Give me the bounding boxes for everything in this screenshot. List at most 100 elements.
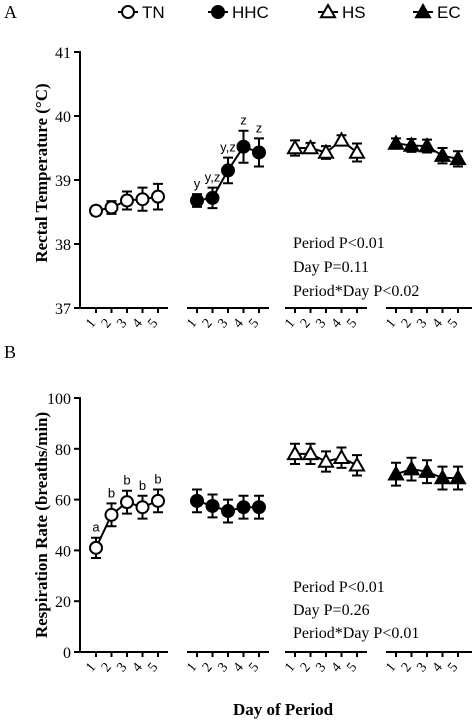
- panel-b-x-tick-label: 5: [246, 660, 262, 675]
- panel-b-x-tick-label: 5: [145, 660, 161, 675]
- panel-a-significance-label: y: [194, 176, 201, 191]
- panel-b-point-hs: [348, 456, 366, 472]
- legend-label-ec: EC: [437, 3, 461, 22]
- panel-b-x-tick-label: 2: [298, 660, 314, 675]
- legend-marker-hs: [319, 2, 337, 19]
- panel-a-stat-interaction: Period*Day P<0.02: [293, 283, 419, 300]
- panel-b-significance-label: a: [92, 520, 100, 535]
- panel-a-significance-label: z: [256, 120, 263, 135]
- panel-b-y-axis-title: Respiration Rate (breaths/min): [32, 412, 51, 638]
- panel-a-point-hhc: [236, 139, 251, 154]
- panel-a-point-tn: [151, 189, 165, 204]
- panel-a-x-tick-label: 5: [246, 316, 262, 331]
- panel-a-point-ec: [418, 137, 436, 153]
- panel-b-significance-label: b: [139, 478, 146, 493]
- panel-a-point-tn: [89, 203, 103, 218]
- panel-b-x-tick-label: 4: [231, 660, 247, 675]
- panel-b-point-hs: [332, 448, 351, 464]
- panel-b-point-hhc: [205, 498, 220, 513]
- panel-b-x-tick-label: 4: [329, 660, 345, 675]
- panel-b-x-tick-label: 1: [383, 660, 399, 675]
- panel-a-x-tick-label: 3: [313, 316, 329, 331]
- legend-label-hhc: HHC: [232, 3, 269, 22]
- panel-a-point-hs: [317, 143, 335, 159]
- panel-b-y-tick-label: 100: [47, 391, 71, 408]
- panel-b-point-ec: [449, 468, 467, 485]
- x-axis-title: Day of Period: [233, 700, 334, 719]
- panel-a-label: A: [4, 2, 17, 22]
- panel-b-x-tick-label: 2: [399, 660, 415, 675]
- panel-a-y-tick-label: 38: [55, 237, 71, 254]
- panel-a-x-tick-label: 2: [399, 316, 415, 331]
- panel-b-point-ec: [433, 468, 452, 485]
- panel-b-significance-label: b: [123, 473, 130, 488]
- legend: TN HHC HS EC: [118, 2, 461, 22]
- panel-a-x-tick-label: 2: [298, 316, 314, 331]
- panel-a-y-tick-label: 40: [55, 109, 71, 126]
- panel-a-x-tick-label: 3: [114, 316, 130, 331]
- panel-a-point-ec: [387, 134, 405, 150]
- panel-b-x-tick-label: 2: [200, 660, 216, 675]
- panel-a-x-tick-label: 5: [145, 316, 161, 331]
- panel-a-point-tn: [120, 193, 134, 208]
- panel-b-point-ec: [402, 460, 421, 476]
- panel-b-y-tick-label: 20: [55, 594, 71, 611]
- panel-a-point-hs: [348, 143, 366, 159]
- panel-a-significance-label: y,z: [205, 170, 221, 185]
- panel-b-x-tick-label: 4: [130, 660, 146, 675]
- panel-a-y-tick-label: 37: [55, 301, 71, 318]
- panel-b-point-ec: [418, 462, 436, 478]
- panel-b-point-hhc: [252, 500, 266, 515]
- panel-a-x-tick-label: 5: [344, 316, 360, 331]
- panel-b-point-tn: [89, 540, 103, 555]
- panel-a-x-tick-label: 4: [329, 316, 345, 331]
- panel-b-y-tick-label: 0: [63, 645, 71, 662]
- panel-a-y-tick-label: 41: [55, 45, 71, 62]
- legend-marker-ec: [414, 2, 432, 19]
- panel-b-point-hhc: [236, 500, 251, 515]
- panel-b: B Respiration Rate (breaths/min) 0 20 40 60…: [4, 342, 472, 675]
- panel-b-point-tn: [120, 495, 134, 510]
- panel-b-y-tick-label: 80: [55, 442, 71, 459]
- panel-a-point-hs: [332, 131, 351, 147]
- panel-a-point-hhc: [252, 145, 266, 160]
- panel-a-x-tick-label: 1: [83, 316, 99, 331]
- panel-a-stat-day: Day P=0.11: [293, 259, 369, 276]
- panel-a-point-tn: [104, 200, 119, 215]
- panel-b-point-hhc: [221, 504, 235, 519]
- panel-a-x-tick-label: 4: [430, 316, 446, 331]
- panel-b-x-tick-label: 3: [114, 660, 130, 675]
- panel-b-stat-day: Day P=0.26: [293, 602, 370, 619]
- panel-b-stat-period: Period P<0.01: [293, 579, 385, 596]
- panel-b-x-tick-label: 5: [445, 660, 461, 675]
- panel-b-x-tick-label: 3: [414, 660, 430, 675]
- panel-b-point-tn: [151, 493, 165, 508]
- panel-b-x-tick-label: 3: [215, 660, 231, 675]
- legend-marker-tn: [121, 5, 135, 19]
- panel-a-stat-period: Period P<0.01: [293, 235, 385, 252]
- panel-a-x-tick-label: 1: [282, 316, 298, 331]
- panel-b-significance-label: b: [108, 485, 115, 500]
- panel-b-significance-label: b: [154, 471, 161, 486]
- legend-label-tn: TN: [142, 3, 165, 22]
- panel-b-point-hs: [301, 444, 320, 461]
- panel-b-y-tick-label: 60: [55, 493, 71, 510]
- panel-a-x-tick-label: 3: [215, 316, 231, 331]
- panel-a-x-tick-label: 5: [445, 316, 461, 331]
- panel-b-x-tick-label: 1: [83, 660, 99, 675]
- panel-a-point-hhc: [190, 193, 204, 208]
- panel-a-point-tn: [135, 192, 150, 207]
- panel-b-x-tick-label: 1: [282, 660, 298, 675]
- panel-a-point-ec: [449, 149, 467, 166]
- panel-a-point-hs: [286, 138, 304, 155]
- panel-a-point-ec: [433, 146, 452, 162]
- panel-b-point-ec: [387, 465, 405, 481]
- panel-a-point-ec: [402, 136, 421, 152]
- panel-b-point-tn: [104, 507, 119, 522]
- panel-b-point-hs: [317, 452, 335, 468]
- panel-a-x-tick-label: 2: [200, 316, 216, 331]
- panel-b-y-tick-label: 40: [55, 543, 71, 560]
